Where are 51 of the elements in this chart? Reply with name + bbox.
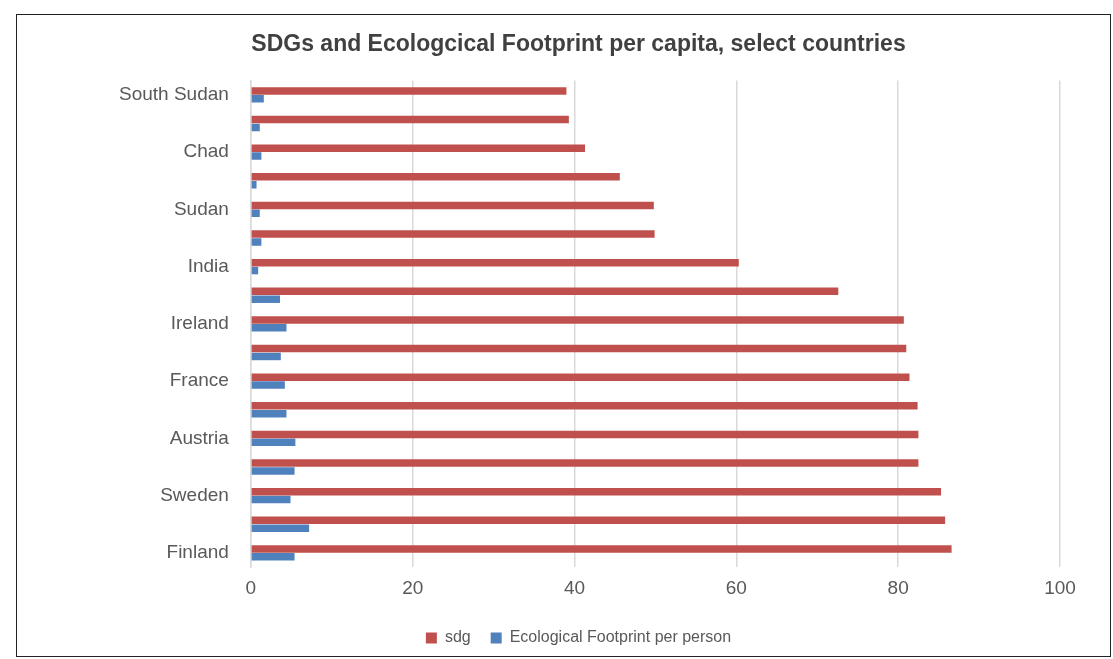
bar bbox=[251, 87, 567, 95]
y-tick-label: South Sudan bbox=[119, 83, 229, 105]
bar bbox=[251, 459, 919, 467]
x-tick-label: 60 bbox=[725, 576, 747, 598]
bar bbox=[251, 230, 655, 238]
y-tick-label: Ireland bbox=[170, 312, 229, 334]
x-tick-label: 20 bbox=[402, 576, 424, 598]
bar bbox=[251, 287, 839, 296]
bar bbox=[251, 238, 262, 246]
x-tick-label: 0 bbox=[245, 576, 257, 598]
bar bbox=[251, 324, 287, 332]
x-tick-label: 40 bbox=[563, 576, 586, 598]
y-tick-label: Sudan bbox=[173, 197, 229, 219]
bar bbox=[251, 352, 281, 361]
bar bbox=[251, 209, 260, 218]
legend-label: Ecological Footprint per person bbox=[509, 628, 732, 646]
bar bbox=[251, 152, 262, 160]
bar bbox=[251, 381, 285, 389]
y-tick-label: Austria bbox=[169, 426, 230, 448]
y-tick-label: India bbox=[187, 254, 230, 276]
legend-label: sdg bbox=[444, 628, 471, 646]
bar bbox=[251, 258, 739, 267]
y-tick-label: France bbox=[169, 369, 229, 391]
bar bbox=[251, 295, 280, 303]
bar bbox=[251, 495, 291, 504]
bar bbox=[251, 201, 654, 210]
bar bbox=[251, 524, 310, 532]
bar bbox=[251, 344, 907, 353]
bar bbox=[251, 487, 942, 496]
bar bbox=[251, 180, 257, 189]
bar bbox=[251, 373, 910, 381]
bar bbox=[251, 123, 260, 132]
y-tick-label: Finland bbox=[166, 541, 229, 563]
bar bbox=[251, 438, 296, 447]
bar bbox=[251, 553, 295, 561]
bar bbox=[251, 316, 904, 324]
y-tick-label: Sweden bbox=[160, 483, 229, 505]
bar bbox=[251, 545, 952, 553]
bar bbox=[251, 430, 919, 439]
bar bbox=[251, 95, 264, 103]
x-tick-label: 80 bbox=[887, 576, 909, 598]
bar bbox=[251, 467, 295, 475]
bar bbox=[251, 402, 918, 410]
bar bbox=[251, 516, 946, 525]
bar bbox=[251, 144, 586, 152]
bar bbox=[251, 409, 287, 418]
bar bbox=[251, 115, 569, 124]
chart-title: SDGs and Ecologcical Footprint per capita, select countries bbox=[251, 30, 906, 57]
y-tick-label: Chad bbox=[183, 140, 229, 162]
bar bbox=[251, 173, 620, 181]
x-tick-label: 100 bbox=[1044, 576, 1076, 598]
